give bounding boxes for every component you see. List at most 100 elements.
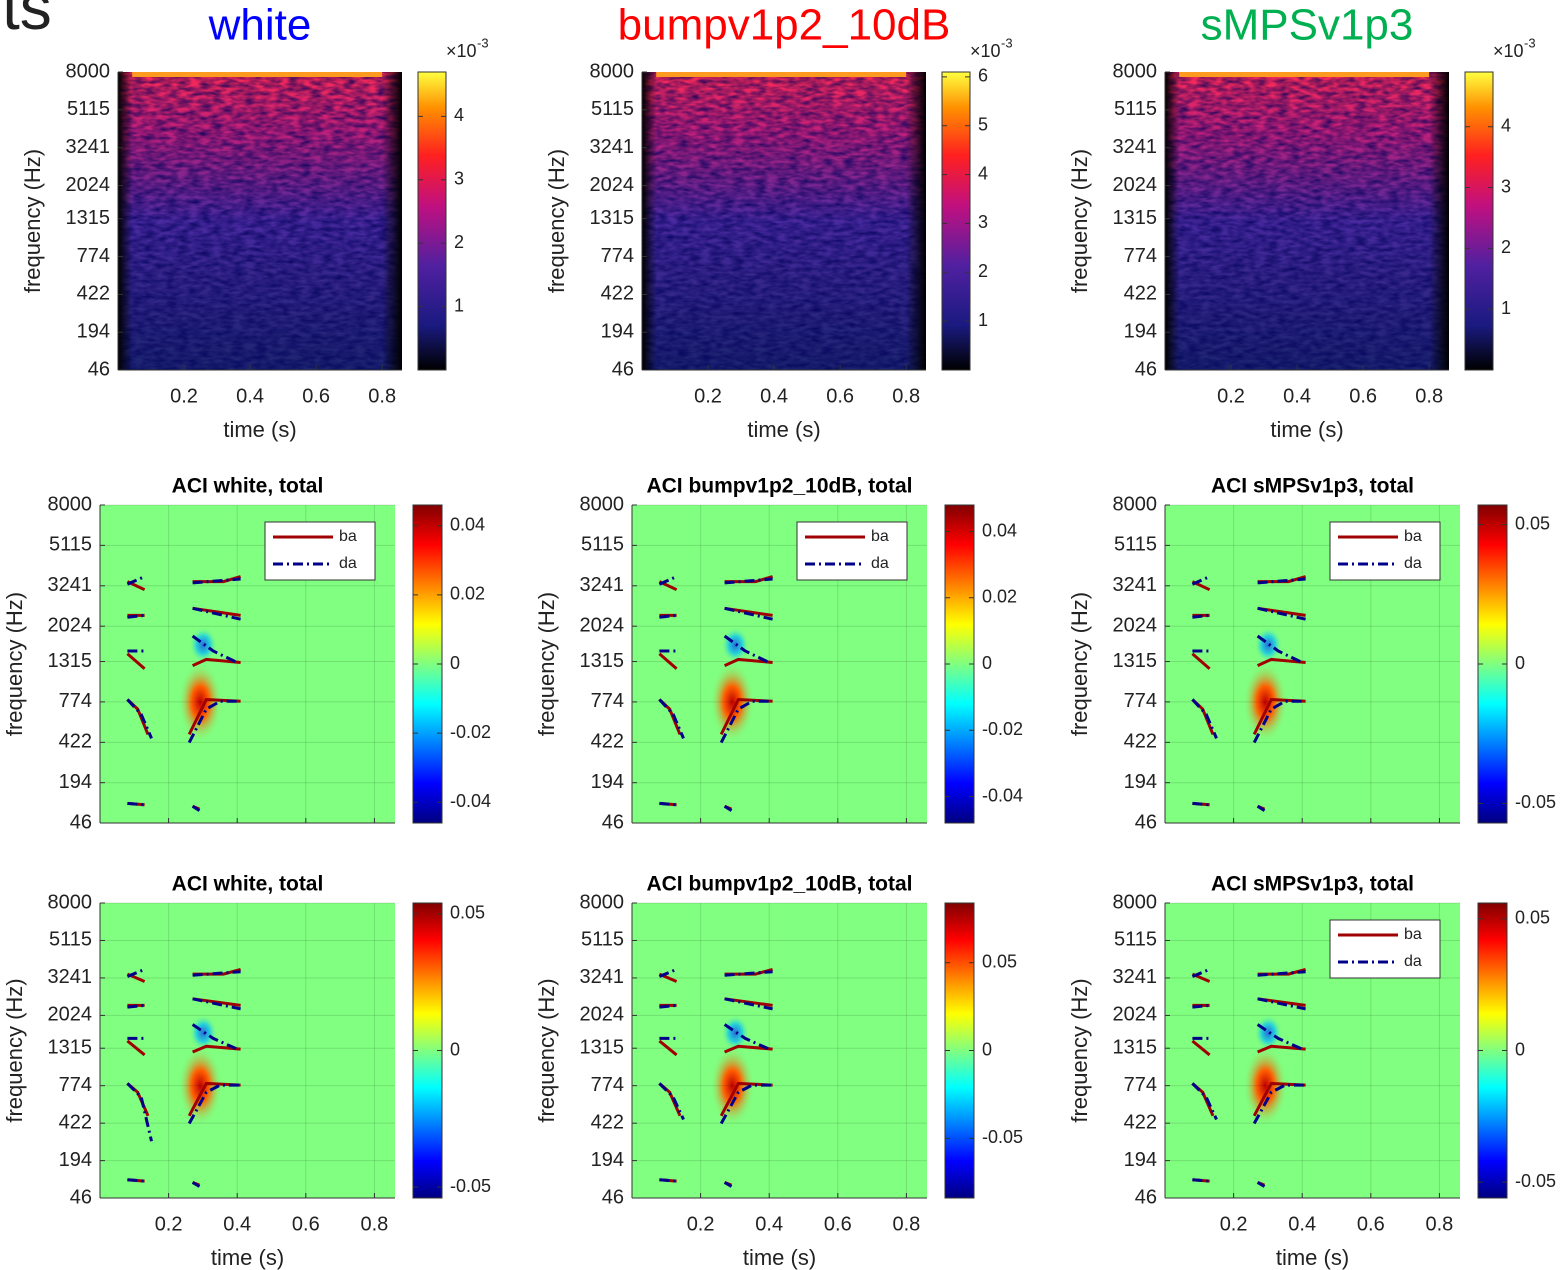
legend-label: da [339,555,357,572]
y-tick-label: 194 [59,1149,92,1171]
panel-title: white [208,1,312,50]
y-tick-label: 1315 [580,1037,625,1059]
y-tick-label: 3241 [48,966,93,988]
x-tick-label: 0.8 [368,385,396,407]
legend-label: ba [1404,926,1422,943]
heatmap-blob [721,1014,750,1051]
colorbar-tick-label: -0.02 [982,719,1023,739]
heatmap-blob [710,662,755,743]
colorbar-tick-label: 6 [978,66,988,86]
x-tick-label: 0.4 [1288,1213,1316,1235]
colorbar-tick-label: 0 [982,1039,992,1059]
y-tick-label: 774 [1124,690,1157,712]
y-tick-label: 8000 [1113,493,1158,515]
x-tick-label: 0.2 [687,1213,715,1235]
y-tick-label: 46 [1135,811,1157,833]
colorbar-tick-label: 2 [978,261,988,281]
y-tick-label: 422 [1124,283,1157,305]
y-tick-label: 8000 [1113,60,1158,82]
colorbar-tick-label: 0.04 [450,514,485,534]
formant-line [126,575,241,812]
formant-line [1191,575,1306,812]
y-tick-label: 194 [1124,1149,1157,1171]
x-tick-label: 0.6 [292,1213,320,1235]
y-tick-label: 8000 [66,60,111,82]
y-tick-label: 194 [591,1149,624,1171]
colorbar-multiplier: ×10 [446,41,477,61]
heatmap-blob [189,626,218,663]
x-axis-label: time (s) [747,417,820,442]
x-tick-label: 0.4 [760,385,788,407]
colorbar-tick-label: 0.05 [1515,908,1550,928]
colorbar-tick-label: -0.05 [450,1176,491,1196]
y-tick-label: 5115 [49,534,92,556]
colorbar-tick-label: -0.04 [450,791,491,811]
panel-title: ACI sMPSv1p3, total [1211,873,1414,896]
y-tick-label: 774 [601,245,634,267]
y-tick-label: 46 [1135,358,1157,380]
y-tick-label: 774 [77,245,110,267]
y-tick-label: 3241 [1113,136,1158,158]
y-tick-label: 422 [601,283,634,305]
y-tick-label: 194 [1124,771,1157,793]
legend-label: da [1404,555,1422,572]
colorbar-tick-label: 3 [978,212,988,232]
y-tick-label: 2024 [48,1004,93,1026]
x-axis-label: time (s) [743,1245,816,1270]
y-tick-label: 774 [1124,1074,1157,1096]
heatmap-top-band [656,72,907,77]
y-tick-label: 774 [59,1074,92,1096]
y-tick-label: 5115 [1114,534,1157,556]
y-tick-label: 8000 [580,891,625,913]
y-tick-label: 1315 [1113,650,1158,672]
x-tick-label: 0.8 [1415,385,1443,407]
y-tick-label: 46 [602,811,624,833]
colorbar-tick-label: -0.05 [982,1127,1023,1147]
y-tick-label: 422 [591,1111,624,1133]
colorbar-tick-label: 0.05 [982,951,1017,971]
legend-box [264,521,376,581]
colorbar-tick-label: -0.05 [1515,1171,1556,1191]
y-tick-label: 5115 [67,98,110,120]
colorbar-tick-label: 0 [1515,653,1525,673]
x-tick-label: 0.8 [361,1213,389,1235]
colorbar-tick-label: 0 [450,653,460,673]
y-tick-label: 5115 [591,98,634,120]
y-tick-label: 46 [1135,1186,1157,1208]
y-tick-label: 2024 [1113,1004,1158,1026]
heatmap-blob [1254,626,1283,663]
colorbar-tick-label: 3 [454,169,464,189]
y-tick-label: 2024 [590,174,635,196]
colorbar-tick-label: 2 [454,232,464,252]
y-tick-label: 194 [1124,321,1157,343]
x-tick-label: 0.4 [236,385,264,407]
x-tick-label: 0.6 [1349,385,1377,407]
y-axis-label: frequency (Hz) [534,978,559,1122]
legend-label: da [871,555,889,572]
panel-title: ACI bumpv1p2_10dB, total [646,873,912,896]
heatmap-edge [1165,72,1449,370]
x-tick-label: 0.6 [826,385,854,407]
y-tick-label: 46 [602,1186,624,1208]
panel-title: ACI white, total [172,873,324,896]
y-tick-label: 194 [59,771,92,793]
figure-label: ts [2,0,52,43]
y-tick-label: 5115 [49,929,92,951]
y-axis-label: frequency (Hz) [2,592,27,736]
y-tick-label: 5115 [581,534,624,556]
y-tick-label: 8000 [48,891,93,913]
x-tick-label: 0.4 [1283,385,1311,407]
y-tick-label: 46 [70,811,92,833]
y-tick-label: 774 [59,690,92,712]
colorbar-tick-label: 0.05 [1515,513,1550,533]
colorbar-tick-label: -0.04 [982,785,1023,805]
colorbar [941,71,971,371]
x-tick-label: 0.4 [223,1213,251,1235]
y-axis-label: frequency (Hz) [1067,592,1092,736]
heatmap-image [100,903,395,1198]
y-tick-label: 3241 [580,966,625,988]
y-tick-label: 3241 [66,136,111,158]
y-tick-label: 2024 [1113,614,1158,636]
